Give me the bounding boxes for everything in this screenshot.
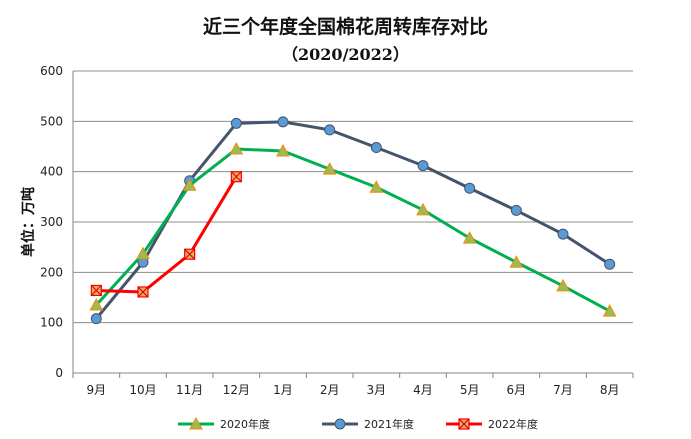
data-point — [417, 160, 429, 172]
x-tick-label: 2月 — [320, 383, 340, 397]
y-tick-label: 300 — [40, 215, 63, 229]
series-line — [95, 147, 611, 313]
series-2020年度 — [89, 141, 617, 317]
x-tick-label: 3月 — [367, 383, 387, 397]
legend-label: 2020年度 — [220, 417, 270, 431]
data-point — [89, 298, 104, 311]
x-tick-label: 8月 — [600, 383, 620, 397]
data-point — [322, 162, 337, 175]
data-point — [184, 248, 196, 260]
legend: 2020年度 2021年度 2022年度 — [178, 416, 538, 431]
series-line — [95, 120, 611, 320]
legend-label: 2021年度 — [364, 417, 414, 431]
data-point — [230, 117, 242, 129]
y-tick-label: 200 — [40, 265, 63, 279]
data-point — [464, 182, 476, 194]
data-point — [276, 143, 290, 157]
legend-item: 2022年度 — [446, 417, 538, 431]
data-point — [510, 204, 522, 216]
data-point — [229, 141, 244, 155]
y-tick-label: 400 — [40, 165, 63, 179]
series-line — [96, 175, 238, 294]
data-point — [369, 180, 384, 193]
data-point — [370, 142, 382, 154]
y-tick-label: 500 — [40, 114, 63, 128]
y-tick-label: 0 — [55, 366, 63, 380]
series-group — [89, 116, 617, 325]
x-tick-label: 4月 — [413, 383, 433, 397]
legend-item: 2021年度 — [322, 417, 414, 431]
data-point — [277, 116, 289, 128]
data-point — [90, 313, 102, 325]
y-axis-label: 单位：万吨 — [20, 187, 37, 257]
data-point — [462, 231, 477, 244]
legend-item: 2020年度 — [178, 416, 270, 431]
data-point — [556, 278, 570, 292]
data-point — [509, 255, 524, 268]
data-point — [182, 178, 197, 191]
data-point — [137, 286, 149, 298]
data-point — [557, 228, 569, 240]
legend-marker — [189, 416, 203, 430]
x-tick-label: 5月 — [460, 383, 480, 397]
data-point — [324, 124, 336, 136]
series-2021年度 — [90, 116, 616, 325]
data-point — [604, 258, 616, 270]
series-2022年度 — [90, 171, 242, 298]
x-axis-ticks: 9月 10月 11月 12月 1月 2月 3月 4月 5月 6月 7月 8月 — [87, 383, 620, 397]
y-axis-ticks: 0 100 200 300 400 500 600 — [40, 64, 63, 380]
legend-marker — [458, 418, 470, 430]
x-tick-label: 11月 — [176, 383, 203, 397]
data-point — [416, 202, 430, 216]
chart-subtitle: （2020/2022） — [282, 45, 409, 64]
x-tick-label: 10月 — [129, 383, 156, 397]
x-tick-label: 1月 — [273, 383, 293, 397]
y-tick-label: 600 — [40, 64, 63, 78]
legend-marker — [334, 418, 346, 430]
data-point — [90, 284, 102, 297]
x-tick-label: 9月 — [87, 383, 107, 397]
x-tick-label: 7月 — [553, 383, 573, 397]
data-point — [602, 304, 617, 317]
y-tick-label: 100 — [40, 316, 63, 330]
chart-title: 近三个年度全国棉花周转库存对比 — [202, 16, 488, 38]
gridlines — [72, 70, 634, 378]
data-point — [136, 246, 150, 260]
x-tick-label: 12月 — [223, 383, 250, 397]
x-tick-label: 6月 — [507, 383, 527, 397]
legend-label: 2022年度 — [488, 417, 538, 431]
data-point — [230, 171, 242, 183]
